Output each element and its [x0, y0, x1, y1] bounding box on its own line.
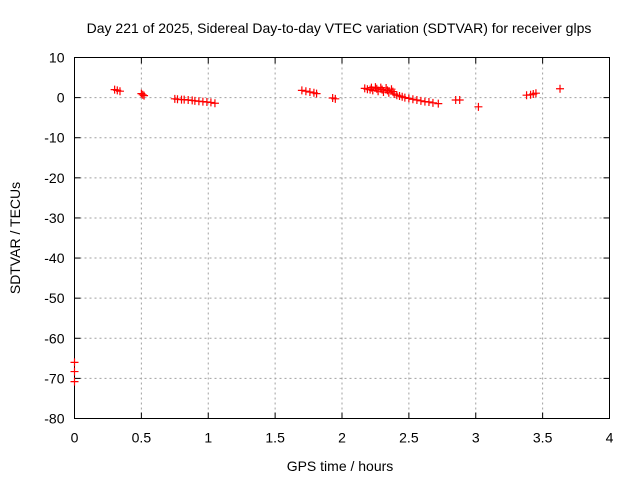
y-tick-label: -20: [44, 170, 64, 186]
data-point: [408, 95, 417, 104]
data-point: [424, 98, 433, 107]
x-tick-label: 0.5: [132, 430, 152, 446]
y-tick-label: -80: [44, 411, 64, 427]
data-point: [115, 87, 124, 96]
data-point: [70, 358, 79, 367]
x-tick-label: 0: [71, 430, 79, 446]
data-point: [331, 94, 340, 103]
data-point: [70, 377, 79, 386]
x-tick-labels: 0 0.5 1 1.5 2 2.5 3 3.5 4: [71, 430, 614, 446]
data-point: [404, 94, 413, 103]
data-point: [434, 99, 443, 108]
data-point: [210, 99, 219, 108]
y-tick-label: 0: [57, 90, 65, 106]
y-tick-label: -10: [44, 130, 64, 146]
data-point: [474, 102, 483, 111]
data-point: [556, 84, 565, 93]
data-point: [455, 96, 464, 105]
data-point: [416, 96, 425, 105]
x-axis-label: GPS time / hours: [287, 458, 394, 474]
x-tick-label: 2.5: [399, 430, 419, 446]
data-point: [138, 90, 147, 99]
data-point: [297, 86, 306, 95]
data-point: [70, 367, 79, 376]
grid-lines: [74, 57, 610, 419]
data-point: [412, 96, 421, 105]
y-tick-label: -40: [44, 250, 64, 266]
x-tick-label: 2: [338, 430, 346, 446]
y-tick-label: 10: [49, 50, 65, 66]
data-point: [140, 91, 149, 100]
x-tick-label: 3: [472, 430, 480, 446]
x-tick-label: 1: [204, 430, 212, 446]
x-tick-label: 4: [606, 430, 614, 446]
data-point: [312, 89, 321, 98]
y-axis-label: SDTVAR / TECUs: [7, 182, 23, 294]
data-point: [400, 93, 409, 102]
plot-frame: [74, 57, 610, 419]
data-point: [206, 98, 215, 107]
data-point: [301, 87, 310, 96]
y-tick-labels: 10 0 -10 -20 -30 -40 -50 -60 -70 -80: [44, 50, 64, 427]
y-tick-label: -70: [44, 370, 64, 386]
x-tick-label: 1.5: [265, 430, 285, 446]
data-point: [379, 87, 388, 96]
data-point: [531, 89, 540, 98]
data-points: [70, 83, 565, 386]
x-tick-label: 3.5: [533, 430, 553, 446]
y-tick-label: -50: [44, 290, 64, 306]
y-tick-label: -30: [44, 210, 64, 226]
chart-title: Day 221 of 2025, Sidereal Day-to-day VTE…: [87, 20, 592, 36]
data-point: [305, 87, 314, 96]
data-point: [428, 98, 437, 107]
y-tick-label: -60: [44, 330, 64, 346]
